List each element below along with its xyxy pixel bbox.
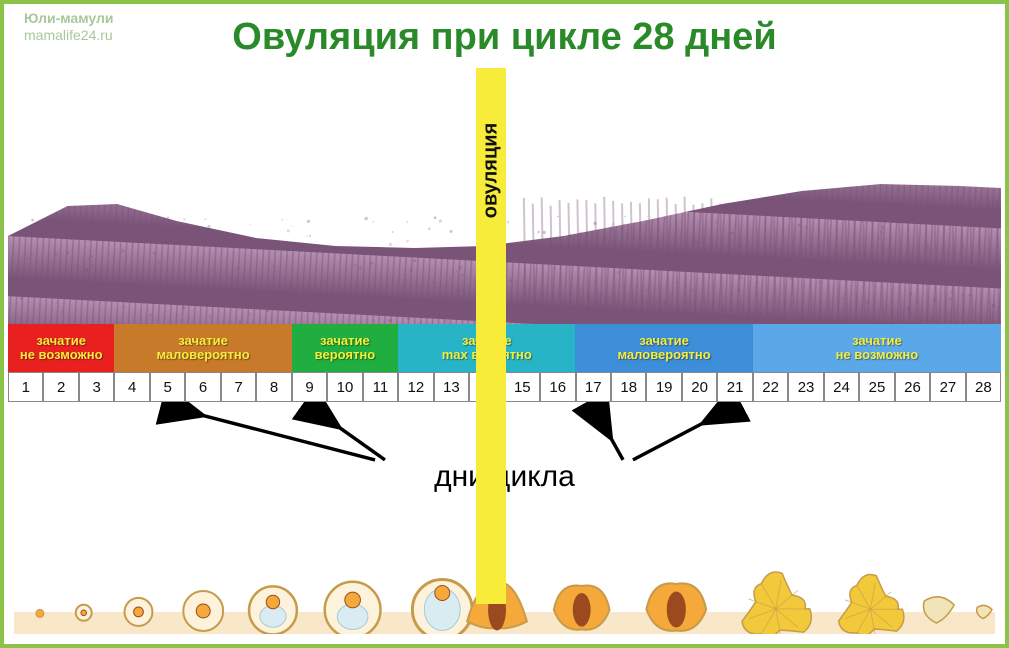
day-cell: 7 [221,372,256,402]
day-cell: 12 [398,372,433,402]
day-cell: 23 [788,372,823,402]
fertility-phase-label: зачатие вероятно [315,334,376,363]
fertility-phase-label: зачатие маловероятно [156,334,249,363]
day-cell: 2 [43,372,78,402]
day-cell: 19 [646,372,681,402]
day-cell: 1 [8,372,43,402]
fertility-phase-label: зачатие не возможно [20,334,103,363]
fertility-phase-label: зачатие маловероятно [617,334,710,363]
day-cell: 26 [895,372,930,402]
day-cell: 4 [114,372,149,402]
day-cell: 11 [363,372,398,402]
day-cell: 27 [930,372,965,402]
day-cell: 3 [79,372,114,402]
day-cell: 22 [753,372,788,402]
ovulation-label: овуляция [479,121,502,221]
day-cell: 24 [824,372,859,402]
day-cell: 15 [505,372,540,402]
day-cell: 28 [966,372,1001,402]
day-cell: 13 [434,372,469,402]
day-cell: 5 [150,372,185,402]
day-cell: 18 [611,372,646,402]
fertility-phase: зачатие не возможно [753,324,1001,372]
watermark-line1: Юли-мамули [24,10,113,27]
day-cell: 6 [185,372,220,402]
day-cell: 8 [256,372,291,402]
day-cell: 21 [717,372,752,402]
fertility-phase: зачатие вероятно [292,324,398,372]
watermark: Юли-мамули mamalife24.ru [24,10,113,44]
watermark-line2: mamalife24.ru [24,27,113,44]
day-cell: 10 [327,372,362,402]
day-cell: 20 [682,372,717,402]
day-cell: 25 [859,372,894,402]
fertility-phase: зачатие маловероятно [114,324,291,372]
fertility-phase: зачатие маловероятно [575,324,752,372]
fertility-phase-label: зачатие не возможно [836,334,919,363]
day-cell: 9 [292,372,327,402]
fertility-phase: зачатие не возможно [8,324,114,372]
day-cell: 17 [576,372,611,402]
page-title: Овуляция при цикле 28 дней [4,16,1005,59]
day-cell: 16 [540,372,575,402]
